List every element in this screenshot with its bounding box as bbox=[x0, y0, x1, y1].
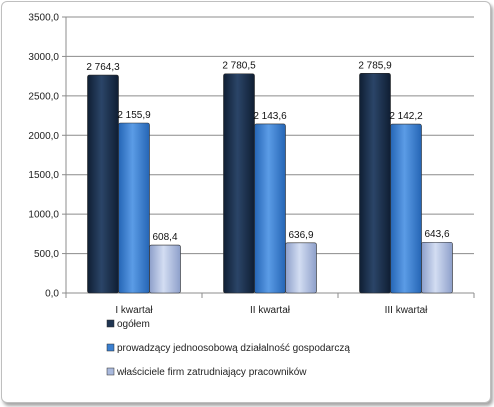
y-tick-label: 3500,0 bbox=[28, 13, 59, 24]
data-label: 636,9 bbox=[288, 230, 313, 241]
bar-chart: 0,0 500,0 1000,0 1500,0 2000,0 2500,0 3000,0 35… bbox=[28, 13, 475, 378]
legend-swatch bbox=[106, 319, 115, 328]
legend-label: ogółem bbox=[117, 319, 150, 330]
bars bbox=[87, 73, 453, 294]
y-tick-label: 1500,0 bbox=[28, 170, 59, 181]
bar bbox=[421, 241, 453, 294]
legend-swatch bbox=[106, 367, 115, 376]
category-label: II kwartał bbox=[250, 305, 291, 316]
legend-swatch bbox=[106, 343, 115, 352]
bar bbox=[223, 73, 255, 294]
bar bbox=[149, 244, 181, 294]
y-tick-label: 500,0 bbox=[34, 249, 59, 260]
legend: ogółem prowadzący jednoosobową działalnoś… bbox=[106, 319, 350, 378]
data-label: 2 143,6 bbox=[253, 111, 287, 122]
bar bbox=[390, 123, 422, 294]
chart-frame: 0,0 500,0 1000,0 1500,0 2000,0 2500,0 3000,0 35… bbox=[1, 1, 491, 403]
legend-label: właściciele firm zatrudniający pracownik… bbox=[116, 367, 307, 378]
data-label: 2 780,5 bbox=[222, 61, 256, 72]
category-label: I kwartał bbox=[115, 305, 153, 316]
data-label: 2 785,9 bbox=[358, 60, 392, 71]
y-tick-label: 1000,0 bbox=[28, 210, 59, 221]
legend-label: prowadzący jednoosobową działalność gosp… bbox=[117, 343, 350, 354]
data-label: 643,6 bbox=[424, 229, 449, 240]
y-tick-label: 3000,0 bbox=[28, 52, 59, 63]
data-labels: 2 764,3 2 155,9 608,4 2 780,5 2 143,6 636,9 2 … bbox=[86, 60, 450, 243]
category-label: III kwartał bbox=[385, 305, 429, 316]
bar bbox=[87, 74, 119, 294]
data-label: 2 764,3 bbox=[86, 62, 120, 73]
data-label: 2 155,9 bbox=[117, 110, 151, 121]
y-tick-label: 0,0 bbox=[45, 289, 59, 300]
bar bbox=[285, 242, 317, 294]
bar bbox=[359, 73, 391, 294]
bar bbox=[254, 123, 286, 294]
y-tick-label: 2500,0 bbox=[28, 91, 59, 102]
category-labels: I kwartał II kwartał III kwartał bbox=[115, 305, 428, 316]
data-label: 2 142,2 bbox=[389, 111, 423, 122]
bar bbox=[118, 122, 150, 294]
y-axis-ticks: 0,0 500,0 1000,0 1500,0 2000,0 2500,0 3000,0 35… bbox=[28, 13, 66, 300]
y-tick-label: 2000,0 bbox=[28, 131, 59, 142]
data-label: 608,4 bbox=[152, 232, 177, 243]
